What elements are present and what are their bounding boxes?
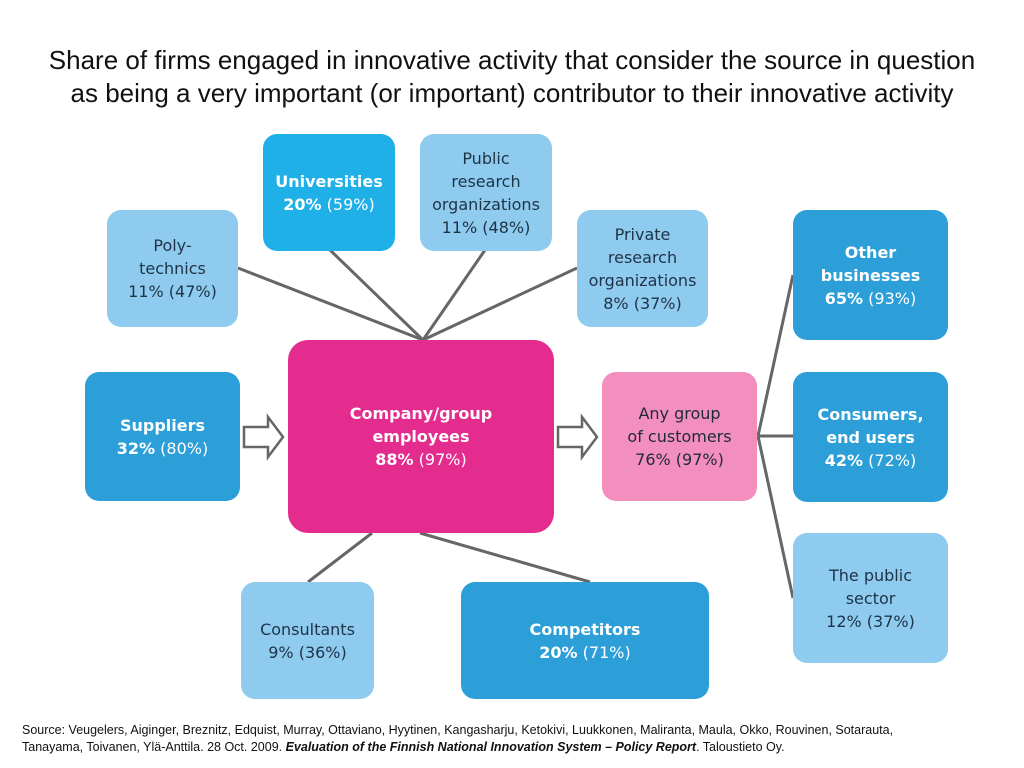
public-sector-line-1: The public [829,565,912,585]
node-customers: Any group of customers 76% (97%) [602,372,757,501]
public-sector-line-2: sector [845,588,896,608]
competitors-value: 20% [539,642,578,662]
employees-alt: (97%) [418,450,467,469]
connector-public-sector [756,435,795,599]
private-research-line-2: research [607,247,678,267]
consumers-value: 42% [824,450,864,470]
competitors-label: Competitors [529,619,641,639]
connector-public-research [421,249,487,341]
employees-line-1: Company/group [349,404,493,423]
node-competitors: Competitors 20% (71%) [461,582,709,699]
universities-label: Universities [275,171,383,191]
arrow-suppliers-to-employees [242,413,285,461]
employees-line-2: employees [372,427,470,446]
node-private-research: Private research organizations 8% (37%) [577,210,708,327]
node-public-sector: The public sector 12% (37%) [793,533,948,663]
suppliers-label: Suppliers [119,415,206,435]
private-research-line-3: organizations [588,270,697,290]
connector-private-research [422,266,578,342]
universities-values: 20% (59%) [283,193,374,216]
consumers-line-2: end users [826,427,915,447]
source-report-title: Evaluation of the Finnish National Innov… [285,740,697,754]
arrow-employees-to-customers [556,413,599,461]
node-public-research: Public research organizations 11% (48%) [420,134,552,251]
polytechnics-value: 11% (47%) [128,282,217,301]
other-businesses-value: 65% [824,288,864,308]
polytechnics-line-2: technics [139,259,206,278]
private-research-line-1: Private [614,224,671,244]
employees-value: 88% [375,450,414,469]
public-research-line-2: research [451,171,521,191]
customers-line-1: Any group [638,404,721,423]
consumers-alt: (72%) [868,450,917,470]
title-line-1: Share of firms engaged in innovative act… [48,45,976,75]
node-polytechnics: Poly- technics 11% (47%) [107,210,238,327]
node-universities: Universities 20% (59%) [263,134,395,251]
source-line-2-suffix: . Taloustieto Oy. [696,740,785,754]
connector-competitors [419,531,591,584]
other-businesses-line-1: Other [844,242,897,262]
connector-consultants [307,531,373,584]
public-research-line-3: organizations [432,194,540,214]
connector-universities [328,248,425,342]
consultants-value: 9% (36%) [268,642,347,662]
polytechnics-line-1: Poly- [153,236,192,255]
public-research-line-1: Public [462,148,510,168]
universities-alt: (59%) [326,194,375,214]
private-research-value: 8% (37%) [603,293,682,313]
customers-line-2: of customers [627,427,732,446]
node-consumers: Consumers, end users 42% (72%) [793,372,948,502]
suppliers-values: 32% (80%) [117,437,208,460]
source-citation: Source: Veugelers, Aiginger, Breznitz, E… [22,722,1012,756]
other-businesses-values: 65% (93%) [825,287,916,310]
consumers-line-1: Consumers, [817,404,924,424]
public-research-value: 11% (48%) [441,217,531,237]
other-businesses-alt: (93%) [868,288,917,308]
node-suppliers: Suppliers 32% (80%) [85,372,240,501]
universities-value: 20% [283,194,322,214]
source-line-1: Source: Veugelers, Aiginger, Breznitz, E… [22,723,894,737]
other-businesses-line-2: businesses [820,265,921,285]
node-employees: Company/group employees 88% (97%) [288,340,554,533]
connector-other-businesses [756,274,795,437]
title-line-2: as being a very important (or important)… [70,78,954,108]
competitors-alt: (71%) [582,642,631,662]
consultants-label: Consultants [260,619,355,639]
source-line-2-prefix: Tanayama, Toivanen, Ylä-Anttila. 28 Oct.… [22,740,286,754]
node-other-businesses: Other businesses 65% (93%) [793,210,948,340]
page-title: Share of firms engaged in innovative act… [0,44,1024,110]
suppliers-alt: (80%) [160,438,209,458]
customers-value: 76% (97%) [635,450,724,469]
source-line-2: Tanayama, Toivanen, Ylä-Anttila. 28 Oct.… [22,739,1012,756]
employees-values: 88% (97%) [375,448,466,471]
consumers-values: 42% (72%) [825,449,916,472]
connector-polytechnics [237,266,424,342]
competitors-values: 20% (71%) [539,641,630,664]
suppliers-value: 32% [116,438,156,458]
node-consultants: Consultants 9% (36%) [241,582,374,699]
public-sector-value: 12% (37%) [826,611,915,631]
